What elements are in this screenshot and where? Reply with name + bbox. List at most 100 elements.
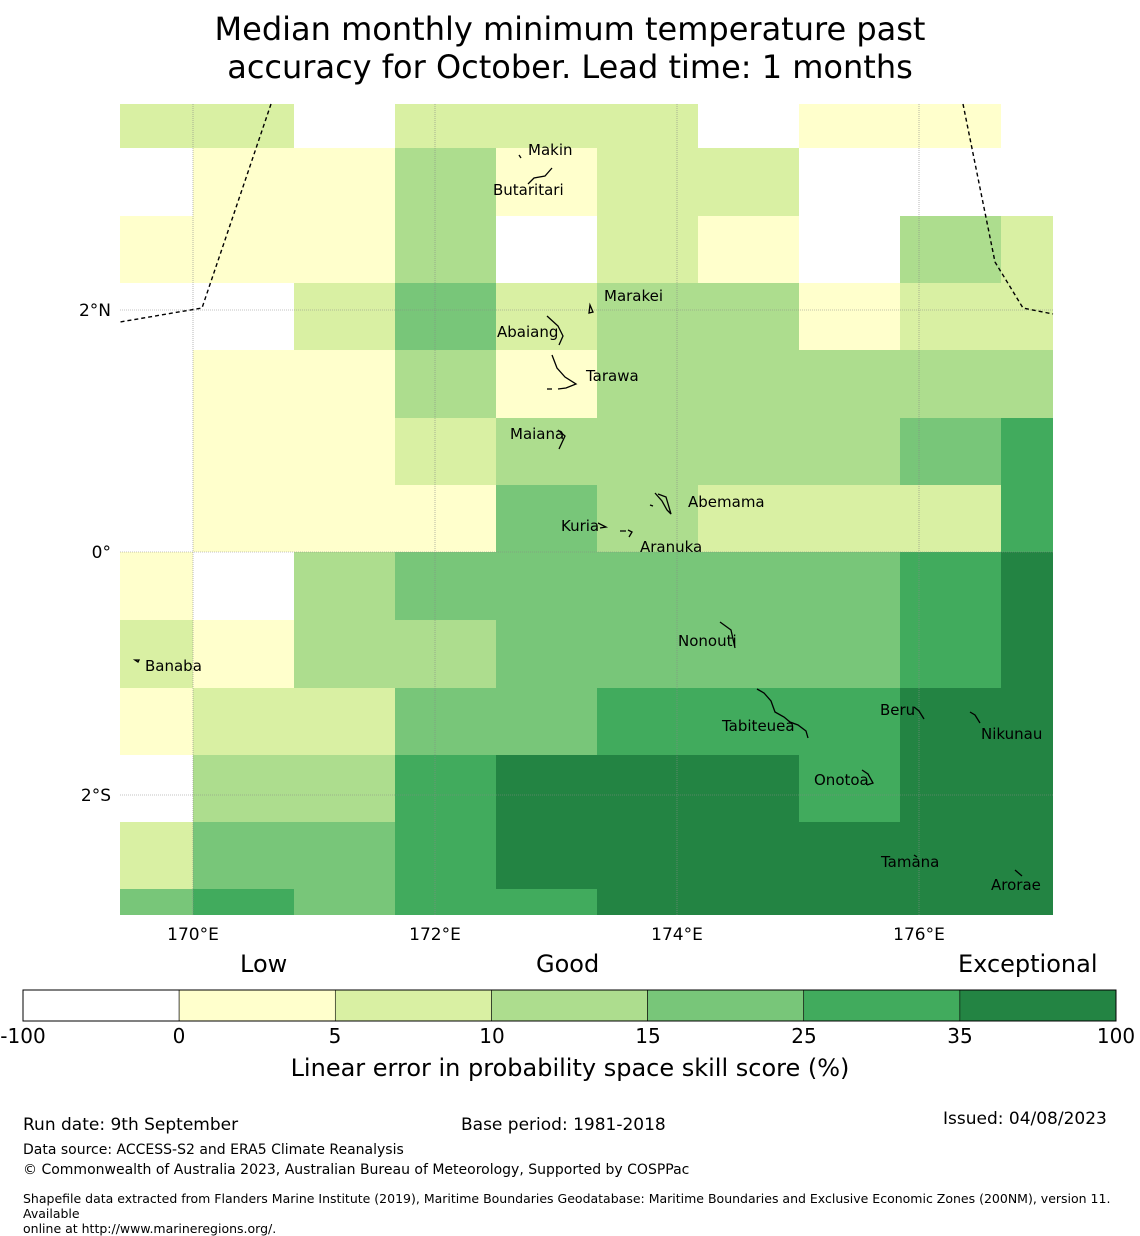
grid-cell bbox=[698, 350, 799, 418]
grid-cell bbox=[1001, 755, 1053, 822]
grid-cell bbox=[597, 148, 698, 216]
island-shape-abemama-islet bbox=[649, 504, 654, 507]
grid-cell bbox=[698, 283, 799, 350]
island-label-abemama: Abemama bbox=[688, 493, 765, 511]
grid-cell bbox=[193, 216, 294, 283]
grid-cell bbox=[1001, 216, 1053, 283]
grid-cell bbox=[193, 283, 294, 350]
colorbar-tick-0: -100 bbox=[0, 1024, 46, 1048]
grid-cell bbox=[496, 620, 597, 688]
grid-cell bbox=[193, 148, 294, 216]
island-label-butaritari: Butaritari bbox=[493, 181, 564, 199]
shapefile-credit: Shapefile data extracted from Flanders M… bbox=[23, 1191, 1138, 1236]
island-shape-marakei bbox=[588, 302, 594, 314]
grid-cell bbox=[799, 148, 900, 216]
grid-cell bbox=[900, 104, 1001, 148]
grid-cell bbox=[900, 889, 1001, 915]
lat-label-2s: 2°S bbox=[81, 786, 111, 806]
island-shape-butaritari bbox=[527, 167, 553, 185]
grid-cell bbox=[698, 148, 799, 216]
skill-map: Makin Butaritari Marakei Abaiang Tarawa … bbox=[79, 103, 1054, 945]
island-label-makin: Makin bbox=[528, 141, 573, 159]
grid-cell bbox=[395, 418, 496, 485]
grid-cell bbox=[120, 148, 193, 216]
grid-cell bbox=[496, 283, 597, 350]
colorbar-swatch bbox=[334, 989, 492, 1022]
grid-cell bbox=[900, 620, 1001, 688]
island-shape-maiana bbox=[557, 429, 566, 450]
eez-boundary-east bbox=[962, 103, 1054, 315]
colorbar-swatch bbox=[647, 989, 805, 1022]
grid-cell bbox=[294, 350, 395, 418]
grid-cell bbox=[698, 688, 799, 755]
island-label-nonouti: Nonouti bbox=[678, 632, 737, 650]
lon-label-170e: 170°E bbox=[167, 925, 219, 945]
grid-cell bbox=[1001, 889, 1053, 915]
grid-cell bbox=[698, 552, 799, 620]
grid-cell bbox=[395, 552, 496, 620]
grid-cell bbox=[900, 350, 1001, 418]
run-date: Run date: 9th September bbox=[23, 1115, 239, 1135]
grid-cell bbox=[120, 485, 193, 552]
grid-cell bbox=[294, 485, 395, 552]
grid-cell bbox=[294, 889, 395, 915]
island-shape-beru bbox=[913, 706, 925, 720]
island-label-marakei: Marakei bbox=[604, 287, 663, 305]
grid-cell bbox=[496, 418, 597, 485]
island-shape-nikunau bbox=[969, 711, 981, 724]
grid-cell bbox=[1001, 485, 1053, 552]
grid-cell bbox=[698, 418, 799, 485]
grid-cell bbox=[395, 620, 496, 688]
grid-cell bbox=[597, 104, 698, 148]
grid-cell bbox=[799, 216, 900, 283]
grid-cell bbox=[698, 755, 799, 822]
eez-boundaries bbox=[119, 103, 1054, 323]
grid-cell bbox=[597, 350, 698, 418]
grid-cell bbox=[120, 688, 193, 755]
copyright: © Commonwealth of Australia 2023, Austra… bbox=[23, 1162, 690, 1178]
grid-cell bbox=[120, 283, 193, 350]
grid-cell bbox=[698, 620, 799, 688]
island-shape-abemama bbox=[654, 492, 672, 515]
grid-cell bbox=[597, 822, 698, 889]
grid-cell bbox=[120, 552, 193, 620]
grid-cell bbox=[294, 552, 395, 620]
grid-cell bbox=[120, 889, 193, 915]
grid-cell bbox=[799, 822, 900, 889]
island-shape-abaiang bbox=[546, 315, 564, 346]
grid-cell bbox=[496, 485, 597, 552]
island-shape-aranuka bbox=[620, 529, 633, 538]
island-shape-banaba bbox=[132, 659, 141, 663]
colorbar-tick-4: 15 bbox=[635, 1024, 661, 1048]
island-label-onotoa: Onotoa bbox=[814, 771, 869, 789]
grid-cell bbox=[597, 216, 698, 283]
grid-cell bbox=[900, 216, 1001, 283]
island-label-maiana: Maiana bbox=[510, 425, 564, 443]
grid-cell bbox=[193, 552, 294, 620]
colorbar-tick-2: 5 bbox=[328, 1024, 342, 1048]
lon-label-172e: 172°E bbox=[409, 925, 461, 945]
legend-good-label: Good bbox=[536, 950, 600, 978]
grid-cell bbox=[193, 350, 294, 418]
grid-cell bbox=[496, 755, 597, 822]
grid-cell bbox=[294, 283, 395, 350]
grid-cell bbox=[294, 688, 395, 755]
grid-cell bbox=[496, 552, 597, 620]
island-shape-arorae bbox=[1014, 869, 1023, 877]
chart-title: Median monthly minimum temperature past … bbox=[0, 10, 1140, 86]
issued-date: Issued: 04/08/2023 bbox=[943, 1109, 1107, 1129]
grid-cell bbox=[395, 283, 496, 350]
island-shape-tabiteuea bbox=[756, 688, 809, 739]
grid-cell bbox=[698, 485, 799, 552]
grid-cell bbox=[120, 620, 193, 688]
grid-cell bbox=[1001, 688, 1053, 755]
grid-cell bbox=[799, 104, 900, 148]
grid-cell bbox=[597, 688, 698, 755]
grid-cell bbox=[395, 755, 496, 822]
grid-cell bbox=[294, 148, 395, 216]
colorbar-label: Linear error in probability space skill … bbox=[290, 1054, 850, 1082]
grid-cell bbox=[900, 418, 1001, 485]
colorbar-swatch bbox=[491, 989, 648, 1022]
island-outlines bbox=[132, 154, 1023, 877]
graticule bbox=[120, 104, 1053, 915]
